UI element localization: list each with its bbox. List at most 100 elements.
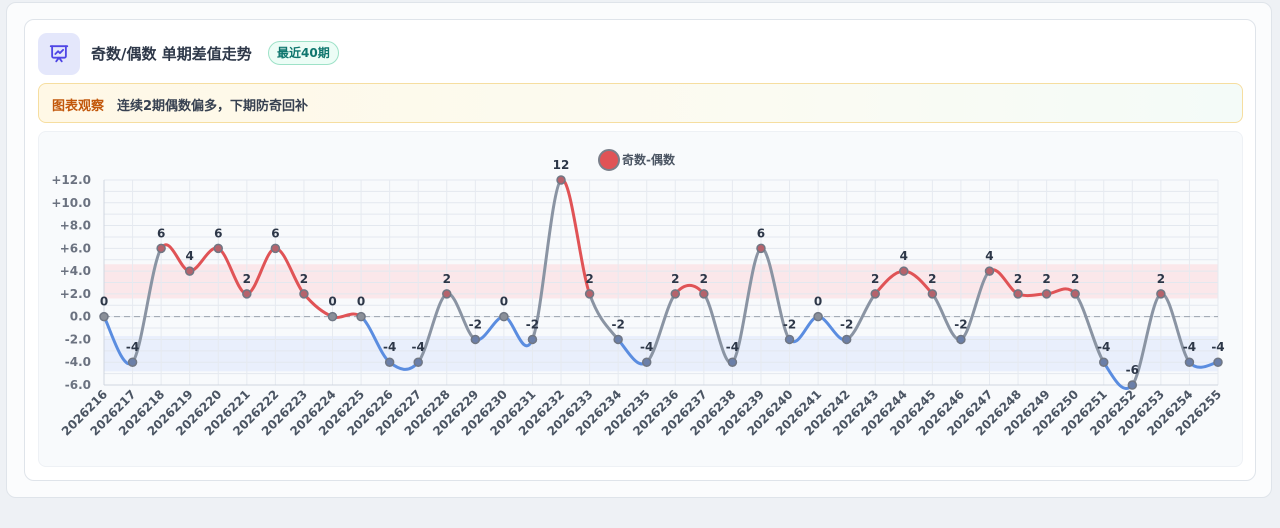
- data-label: 4: [900, 249, 908, 263]
- data-label: -2: [469, 317, 482, 331]
- presentation-chart-icon: [38, 33, 80, 75]
- data-point: [1098, 357, 1109, 367]
- data-point: [213, 243, 224, 254]
- data-label: -4: [383, 340, 396, 354]
- chart-panel: +12.0 +10.0 +8.0 +6.0 +4.0 +2.0 0.0 -2.0 -4.0 -6.…: [38, 131, 1243, 467]
- data-point: [1213, 357, 1223, 367]
- data-label: 2: [1071, 272, 1079, 286]
- data-label: -2: [783, 317, 796, 331]
- data-label: -4: [1211, 340, 1224, 354]
- data-label: 2: [928, 272, 936, 286]
- data-label: 6: [214, 226, 222, 240]
- data-point: [756, 243, 766, 254]
- data-point: [727, 357, 738, 367]
- data-point: [384, 357, 395, 367]
- data-point: [984, 266, 995, 276]
- data-point: [699, 289, 709, 299]
- data-point: [784, 334, 795, 345]
- data-label: -4: [726, 340, 739, 354]
- data-point: [527, 334, 538, 345]
- data-point: [270, 243, 281, 254]
- data-point: [127, 357, 138, 367]
- y-tick-label: 0.0: [70, 310, 91, 324]
- insight-tag: 图表观察: [52, 99, 105, 114]
- data-point: [242, 289, 252, 299]
- data-label: 2: [700, 272, 708, 286]
- data-point: [956, 334, 966, 345]
- data-point: [470, 334, 481, 345]
- data-point: [1127, 380, 1138, 390]
- data-label: 0: [100, 295, 108, 309]
- data-point: [99, 311, 109, 322]
- data-point: [813, 311, 823, 322]
- data-label: 2: [671, 272, 679, 286]
- data-point: [841, 334, 852, 345]
- data-label: -2: [526, 317, 539, 331]
- data-label: 0: [328, 295, 336, 309]
- data-label: 0: [814, 295, 822, 309]
- data-label: 2: [443, 272, 451, 286]
- data-label: -4: [412, 340, 425, 354]
- legend-marker: [598, 149, 620, 171]
- data-label: 6: [757, 226, 765, 240]
- y-tick-label: +4.0: [60, 264, 91, 278]
- data-label: -4: [126, 340, 139, 354]
- data-point: [1070, 289, 1080, 299]
- data-point: [299, 289, 309, 299]
- data-point: [156, 243, 166, 254]
- data-label: 0: [357, 295, 365, 309]
- data-label: 6: [271, 226, 279, 240]
- series-segment: [1073, 292, 1106, 364]
- y-tick-label: +10.0: [51, 196, 91, 210]
- insight-text: 连续2期偶数偏多，下期防奇回补: [117, 99, 309, 114]
- y-tick-label: -6.0: [65, 378, 91, 392]
- insight-banner: 图表观察 连续2期偶数偏多，下期防奇回补: [38, 83, 1243, 123]
- data-label: -2: [954, 317, 967, 331]
- data-point: [870, 289, 880, 299]
- data-point: [584, 289, 595, 299]
- series-segment: [131, 246, 163, 364]
- data-label: 2: [1014, 272, 1022, 286]
- data-label: -6: [1126, 363, 1139, 377]
- data-label: 4: [186, 249, 194, 263]
- data-label: 2: [585, 272, 593, 286]
- data-label: -4: [1183, 340, 1196, 354]
- data-label: -4: [640, 340, 653, 354]
- series-segment: [530, 178, 563, 341]
- series-segment: [730, 246, 763, 364]
- data-point: [413, 357, 423, 367]
- data-label: 2: [871, 272, 879, 286]
- data-point: [499, 311, 509, 322]
- data-label: 4: [985, 249, 993, 263]
- data-point: [442, 289, 452, 299]
- data-label: 2: [243, 272, 251, 286]
- data-label: 12: [553, 158, 570, 172]
- data-label: 6: [157, 226, 165, 240]
- series-segment: [1130, 292, 1163, 387]
- data-point: [1041, 289, 1052, 299]
- y-tick-label: -4.0: [65, 355, 91, 369]
- y-tick-label: +12.0: [51, 173, 91, 187]
- data-point: [670, 289, 681, 299]
- data-point: [899, 266, 909, 276]
- data-point: [184, 266, 195, 276]
- data-point: [327, 311, 338, 322]
- legend-label: 奇数-偶数: [622, 152, 676, 167]
- data-point: [1184, 357, 1195, 367]
- data-label: 2: [1042, 272, 1050, 286]
- data-label: 2: [1157, 272, 1165, 286]
- data-label: -2: [840, 317, 853, 331]
- trend-card: 奇数/偶数 单期差值走势 最近40期 图表观察 连续2期偶数偏多，下期防奇回补 …: [24, 19, 1256, 481]
- data-point: [927, 289, 938, 299]
- data-label: 2: [300, 272, 308, 286]
- period-badge: 最近40期: [268, 41, 339, 65]
- data-point: [356, 311, 366, 322]
- data-label: -2: [611, 317, 624, 331]
- data-point: [1013, 289, 1023, 299]
- data-label: -4: [1097, 340, 1110, 354]
- data-label: 0: [500, 295, 508, 309]
- y-tick-label: +2.0: [60, 287, 91, 301]
- data-point: [1156, 289, 1166, 299]
- data-point: [641, 357, 652, 367]
